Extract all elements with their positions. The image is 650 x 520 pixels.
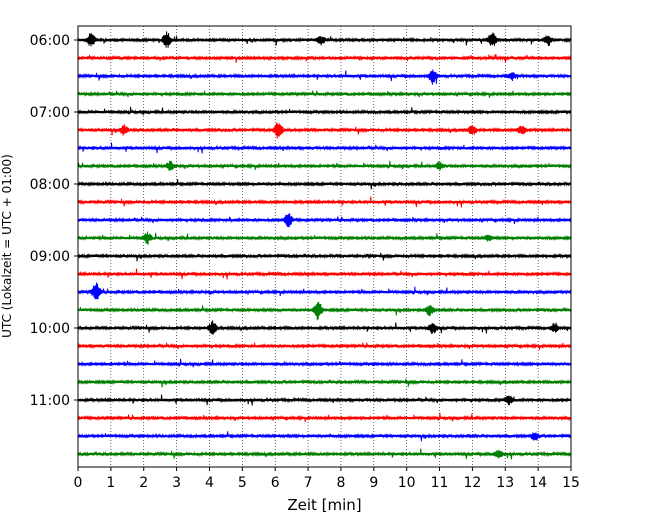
seismic-trace — [77, 31, 572, 48]
x-tick-label: 12 — [463, 475, 481, 491]
seismic-trace — [77, 358, 572, 368]
x-tick-label: 9 — [369, 475, 378, 491]
seismic-trace — [77, 302, 572, 321]
x-axis-ticks: 0 1 2 3 4 5 6 7 8 9 10 11 12 13 14 15 — [74, 467, 580, 491]
seismic-trace — [77, 179, 572, 190]
seismic-trace — [77, 394, 572, 406]
seismic-trace — [77, 54, 572, 63]
y-tick-label: 09:00 — [30, 249, 70, 265]
seismic-trace — [77, 378, 572, 388]
x-axis-label: Zeit [min] — [287, 496, 361, 514]
x-tick-label: 15 — [562, 475, 580, 491]
seismic-trace — [77, 69, 572, 85]
seismic-trace — [77, 106, 572, 116]
seismic-trace — [77, 142, 572, 154]
x-tick-label: 2 — [139, 475, 148, 491]
x-tick-label: 14 — [529, 475, 547, 491]
x-tick-label: 7 — [304, 475, 313, 491]
y-tick-label: 07:00 — [30, 105, 70, 121]
seismic-trace — [77, 252, 572, 262]
seismic-trace — [77, 231, 572, 245]
x-tick-label: 11 — [431, 475, 449, 491]
x-tick-label: 1 — [106, 475, 115, 491]
seismic-trace — [77, 90, 572, 98]
seismic-trace — [77, 320, 572, 335]
seismic-trace — [77, 160, 572, 171]
seismic-trace — [77, 448, 572, 460]
seismic-trace — [77, 431, 572, 442]
seismic-trace — [77, 268, 572, 280]
x-tick-label: 13 — [496, 475, 514, 491]
seismic-trace — [77, 213, 572, 228]
y-tick-label: 10:00 — [30, 321, 70, 337]
seismic-traces — [77, 31, 572, 460]
y-axis-label: UTC (Lokalzeit = UTC + 01:00) — [0, 154, 14, 338]
y-tick-label: 11:00 — [30, 393, 70, 409]
y-tick-label: 06:00 — [30, 33, 70, 49]
x-tick-label: 3 — [172, 475, 181, 491]
x-tick-label: 0 — [74, 475, 83, 491]
x-tick-label: 10 — [398, 475, 416, 491]
x-tick-label: 6 — [271, 475, 280, 491]
y-axis-ticks: 06:00 07:00 08:00 09:00 10:00 11:00 — [30, 33, 78, 409]
seismic-trace — [77, 282, 572, 300]
seismic-trace — [77, 196, 572, 208]
plot-frame — [77, 25, 572, 468]
seismic-trace — [77, 342, 572, 350]
x-tick-label: 5 — [238, 475, 247, 491]
seismic-trace — [77, 122, 572, 139]
x-tick-label: 8 — [336, 475, 345, 491]
y-tick-label: 08:00 — [30, 177, 70, 193]
seismic-trace — [77, 412, 572, 422]
x-tick-label: 4 — [205, 475, 214, 491]
